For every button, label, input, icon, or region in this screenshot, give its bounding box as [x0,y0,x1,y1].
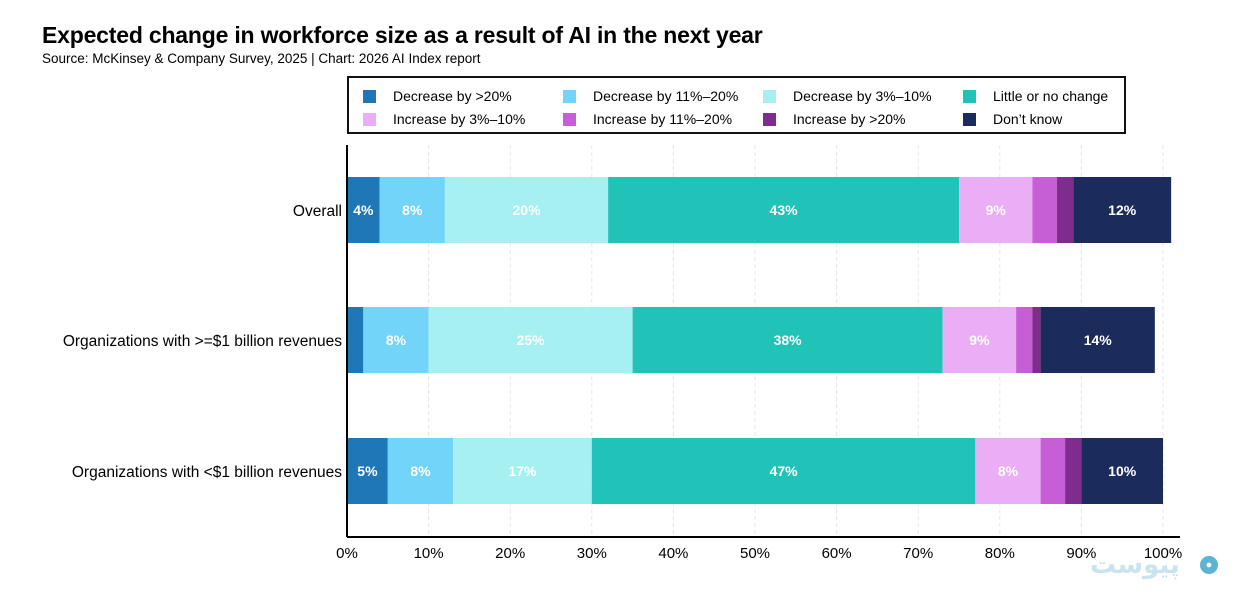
legend-item: Don’t know [963,110,1062,128]
bar-segment [959,177,1033,243]
data-label: 4% [353,202,374,218]
legend-swatch [963,112,976,126]
chart-title: Expected change in workforce size as a r… [42,22,763,48]
x-tick-label: 70% [903,545,933,562]
bar-segment [1040,307,1155,373]
legend-label: Decrease by 11%–20% [593,88,739,104]
bar-segment [379,177,445,243]
x-tick-label: 60% [822,545,852,562]
legend-item: Increase by 3%–10% [363,110,525,128]
x-tick-label: 90% [1066,545,1096,562]
bar-segment [1016,307,1033,373]
legend-item: Little or no change [963,87,1108,105]
bar-segment [387,438,454,504]
legend-label: Little or no change [993,88,1109,104]
data-label: 9% [969,332,990,348]
bar-segment [347,438,388,504]
bar-segment [428,307,633,373]
bar-segment [1032,307,1041,373]
bar-segment [1065,438,1082,504]
x-tick-label: 100% [1144,545,1182,562]
legend-swatch [563,89,576,103]
data-label: 43% [770,202,799,218]
x-tick-label: 30% [577,545,607,562]
legend-item: Decrease by >20% [363,87,512,105]
bar-segment [1081,438,1163,504]
legend-swatch [763,89,776,103]
bar-segment [347,177,380,243]
x-tick-label: 50% [740,545,770,562]
data-label: 8% [402,202,423,218]
legend-swatch [963,89,976,103]
legend-item: Increase by 11%–20% [563,110,732,128]
data-label: 20% [513,202,542,218]
legend-label: Increase by 3%–10% [393,111,526,127]
data-label: 8% [410,463,431,479]
data-label: 8% [998,463,1019,479]
data-label: 10% [1108,463,1137,479]
legend-item: Decrease by 3%–10% [763,87,932,105]
bar-segment [363,307,429,373]
data-label: 12% [1108,202,1137,218]
data-label: 14% [1084,332,1113,348]
bar-segment [942,307,1017,373]
x-tick-label: 40% [658,545,688,562]
legend-label: Decrease by 3%–10% [793,88,932,104]
category-label: Overall [293,203,342,220]
bar-segment [1056,177,1074,243]
bar-segment [975,438,1041,504]
legend-label: Don’t know [993,111,1063,127]
data-label: 47% [770,463,799,479]
watermark-logo: پیوست [1090,550,1180,580]
legend-label: Increase by >20% [793,111,906,127]
legend: Decrease by >20% Decrease by 11%–20% Decre… [347,76,1126,134]
bar-segment [608,177,959,243]
bar-segment [453,438,592,504]
bar-segment [1040,438,1066,504]
chart-source: Source: McKinsey & Company Survey, 2025 … [42,51,481,66]
legend-label: Decrease by >20% [393,88,512,104]
bar-segment [1073,177,1172,243]
x-tick-label: 0% [336,545,358,562]
x-tick-label: 20% [495,545,525,562]
data-label: 8% [386,332,407,348]
data-label: 38% [774,332,803,348]
data-label: 9% [986,202,1007,218]
category-label: Organizations with >=$1 billion revenues [63,333,342,350]
data-label: 17% [508,463,537,479]
bar-segment [347,307,364,373]
legend-item: Increase by >20% [763,110,905,128]
bar-segment [1032,177,1057,243]
bar-segment [444,177,609,243]
x-tick-label: 80% [985,545,1015,562]
legend-item: Decrease by 11%–20% [563,87,738,105]
data-label: 5% [357,463,378,479]
watermark-icon: ● [1200,556,1218,574]
legend-swatch [563,112,576,126]
legend-swatch [763,112,776,126]
legend-swatch [363,112,376,126]
data-label: 25% [517,332,546,348]
bar-segment [591,438,976,504]
legend-swatch [363,89,376,103]
legend-label: Increase by 11%–20% [593,111,733,127]
category-label: Organizations with <$1 billion revenues [72,464,342,481]
bar-segment [632,307,943,373]
x-tick-label: 10% [414,545,444,562]
